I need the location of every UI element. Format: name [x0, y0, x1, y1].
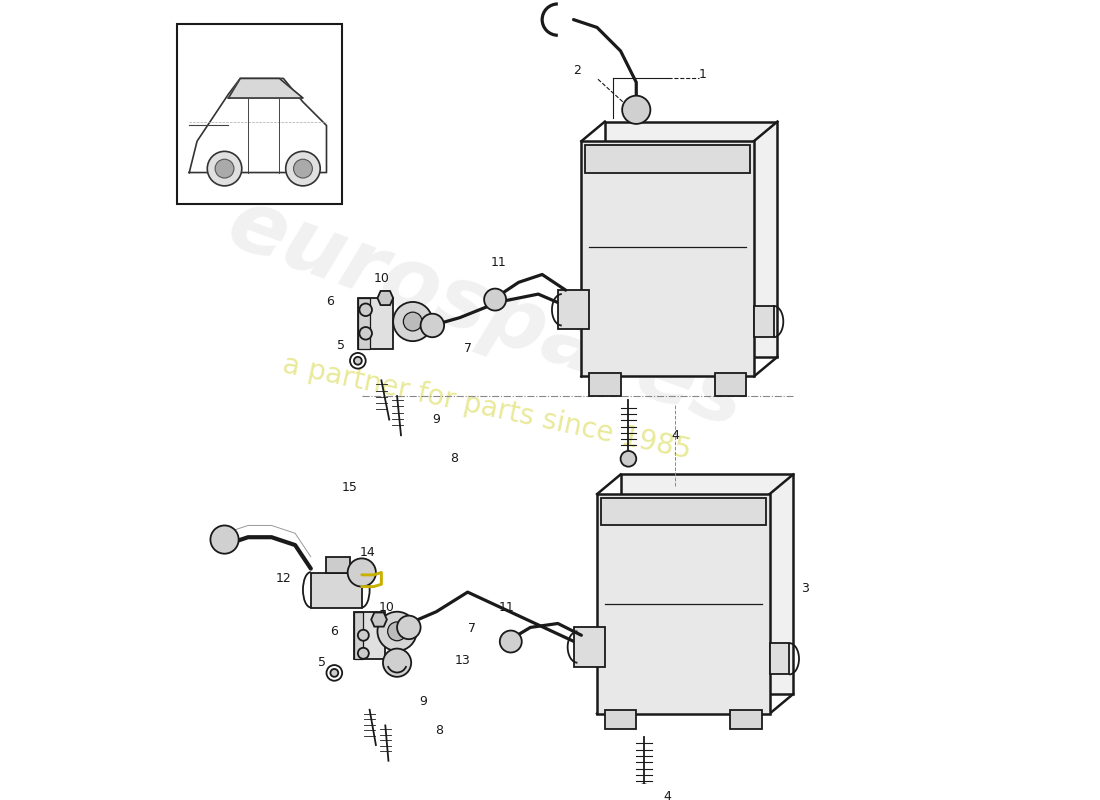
Text: 3: 3: [801, 582, 808, 594]
Circle shape: [210, 526, 239, 554]
Circle shape: [393, 302, 432, 341]
Circle shape: [383, 649, 411, 677]
Bar: [582, 141, 754, 377]
Bar: [585, 145, 750, 173]
Text: 15: 15: [342, 482, 358, 494]
Text: 12: 12: [275, 572, 292, 586]
Circle shape: [636, 784, 652, 800]
Bar: [730, 710, 762, 730]
Circle shape: [330, 669, 338, 677]
Bar: [177, 23, 342, 204]
Text: 11: 11: [491, 256, 507, 270]
Text: 11: 11: [499, 602, 515, 614]
Circle shape: [350, 353, 365, 369]
Circle shape: [387, 622, 407, 641]
Text: 6: 6: [327, 295, 334, 309]
Bar: [354, 612, 363, 658]
Bar: [597, 494, 770, 714]
Circle shape: [623, 96, 650, 124]
Circle shape: [397, 616, 420, 639]
Circle shape: [620, 451, 636, 466]
Text: 8: 8: [434, 725, 442, 738]
Polygon shape: [371, 613, 387, 626]
Text: eurospares: eurospares: [217, 182, 757, 446]
Text: 9: 9: [419, 695, 427, 709]
Bar: [327, 557, 350, 573]
Circle shape: [216, 159, 234, 178]
Polygon shape: [189, 78, 327, 173]
Text: 1: 1: [698, 68, 707, 81]
Bar: [605, 710, 636, 730]
Text: a partner for parts since 1985: a partner for parts since 1985: [280, 350, 694, 465]
Text: 10: 10: [373, 272, 389, 285]
Text: 14: 14: [360, 546, 376, 559]
Circle shape: [207, 151, 242, 186]
Text: 10: 10: [378, 602, 395, 614]
Bar: [605, 122, 778, 357]
Circle shape: [499, 630, 521, 653]
Circle shape: [358, 648, 368, 658]
Circle shape: [294, 159, 312, 178]
Text: 4: 4: [663, 790, 672, 800]
Bar: [311, 573, 362, 608]
Polygon shape: [377, 291, 393, 305]
Text: 9: 9: [432, 413, 440, 426]
Bar: [620, 474, 793, 694]
Text: 8: 8: [450, 452, 459, 466]
Bar: [358, 298, 370, 349]
Bar: [573, 627, 605, 666]
Text: 7: 7: [464, 342, 472, 355]
Text: 2: 2: [573, 64, 582, 77]
Text: 5: 5: [337, 338, 344, 351]
Circle shape: [348, 558, 376, 586]
Circle shape: [360, 303, 372, 316]
Circle shape: [327, 665, 342, 681]
Circle shape: [404, 312, 422, 331]
Bar: [354, 612, 385, 658]
Bar: [715, 373, 746, 396]
Circle shape: [354, 357, 362, 365]
Circle shape: [360, 327, 372, 339]
Bar: [558, 290, 590, 330]
Text: 5: 5: [319, 656, 327, 669]
Circle shape: [420, 314, 444, 338]
Text: 13: 13: [454, 654, 470, 667]
Text: 4: 4: [671, 429, 680, 442]
Text: 6: 6: [330, 625, 338, 638]
Circle shape: [286, 151, 320, 186]
Bar: [754, 306, 773, 338]
Circle shape: [484, 289, 506, 310]
Text: 7: 7: [468, 622, 475, 635]
Bar: [358, 298, 393, 349]
Polygon shape: [229, 78, 302, 98]
Circle shape: [358, 630, 368, 641]
Bar: [770, 643, 789, 674]
Circle shape: [377, 612, 417, 651]
Bar: [590, 373, 620, 396]
Bar: [601, 498, 766, 526]
